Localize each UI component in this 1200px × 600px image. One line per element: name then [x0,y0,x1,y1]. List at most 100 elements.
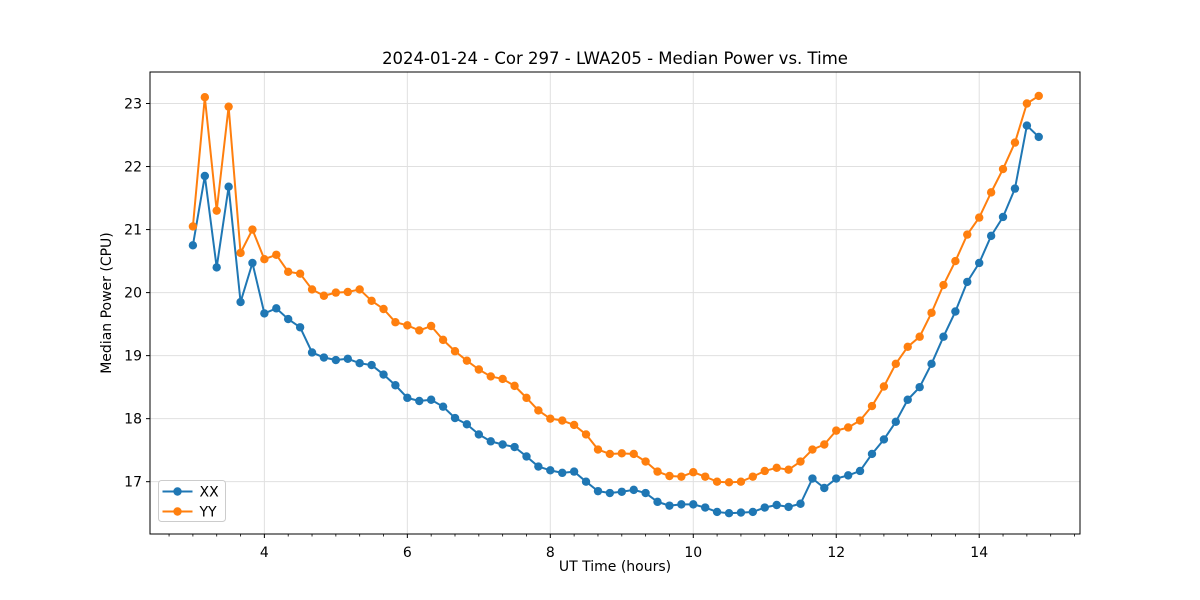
series-XX-point [867,449,877,459]
series-YY-point [403,321,412,330]
series-YY-point [224,102,233,111]
series-YY-point [593,445,603,454]
series-XX-point [546,466,555,475]
series-XX-point [808,474,817,483]
axes-box [149,71,1081,535]
series-XX-point [760,503,769,512]
series-YY-point [355,285,364,294]
series-YY-point [260,255,269,264]
series-YY-point [212,206,221,215]
series-XX-point [772,500,781,510]
y-tick-label: 18 [124,412,142,428]
y-tick-label: 22 [124,160,142,176]
series-YY-point [248,225,257,234]
series-YY-point [1010,138,1020,147]
series-XX-point [724,509,734,518]
series-YY-point [319,291,329,300]
series-XX-point [522,452,531,461]
series-YY-point [748,472,758,481]
series-XX-point [975,258,984,268]
series-XX-point [558,468,567,478]
series-YY-point [415,326,424,335]
series-YY-point [236,248,245,258]
series-XX-point [784,502,793,512]
series-XX-point [319,353,329,362]
series-XX-point [438,402,448,411]
series-YY-point [701,472,710,481]
series-YY-point [879,382,889,391]
series-XX-point [939,332,948,341]
series-XX-point [963,277,972,287]
series-XX-point [462,420,472,429]
series-XX-point [248,258,257,268]
series-YY-line [191,95,1040,484]
series-XX-point [617,487,626,496]
series-YY-point [605,449,615,459]
series-YY-point [462,356,472,365]
series-XX-point [200,171,210,181]
y-tick-label: 21 [124,223,142,239]
series-YY-point [641,457,650,466]
series-YY-point [736,477,746,486]
series-XX-point [701,503,710,512]
series-YY-point [546,414,555,423]
series-XX-point [236,297,245,307]
series-YY-point [653,467,662,476]
series-XX-point [891,417,900,427]
series-YY-point [581,430,591,439]
series-YY-point [867,401,877,411]
series-YY-point [272,250,281,259]
series-YY-point [188,222,198,231]
series-XX-point [927,359,936,369]
series-XX-point [307,348,317,357]
series-YY-point [522,393,531,403]
series-YY-point [486,372,495,381]
legend-item-YY-marker [173,507,182,516]
series-YY-point [474,365,484,374]
series-XX-point [915,382,924,392]
series-YY-point [283,267,293,276]
series-XX-line [191,124,1040,515]
series-XX-point [272,304,281,313]
series-YY-point [569,420,579,430]
series-YY-point [498,374,507,384]
series-XX-point [736,508,746,517]
series-YY-point [724,478,734,487]
series-YY-point [379,304,388,314]
series-XX-point [415,396,424,406]
x-tick-label: 12 [827,545,845,561]
series-YY-point [712,477,722,486]
series-XX-point [367,360,376,370]
series-XX-point [212,263,221,272]
series-XX-point [748,507,758,517]
series-XX-point [403,393,412,403]
series-XX-point [391,381,400,390]
series-YY-point [200,93,210,102]
series-XX-point [605,488,615,498]
series-XX-point [188,241,198,250]
y-tick-label: 23 [124,97,142,113]
series-YY-point [629,449,638,459]
series-YY-point [760,466,769,476]
series-XX-point [629,485,638,495]
series-XX-point [998,212,1008,222]
series-XX-point [641,488,650,498]
series-YY-point [367,296,376,305]
series-XX-point [1022,121,1032,130]
series-YY-point [1034,91,1043,101]
series-YY-point [832,426,841,435]
series-XX-point [355,358,364,368]
x-axis-label: UT Time (hours) [558,559,672,575]
x-tick-label: 6 [403,545,412,561]
series-XX-point [712,507,722,517]
series-XX-point [1034,132,1043,142]
series-YY-point [331,288,341,297]
series-XX-point [986,231,996,241]
series-YY-point [677,472,686,481]
series-YY-point [617,449,626,458]
series-YY-point [510,381,519,391]
series-YY-point [891,359,900,369]
series-XX-point [510,442,519,452]
